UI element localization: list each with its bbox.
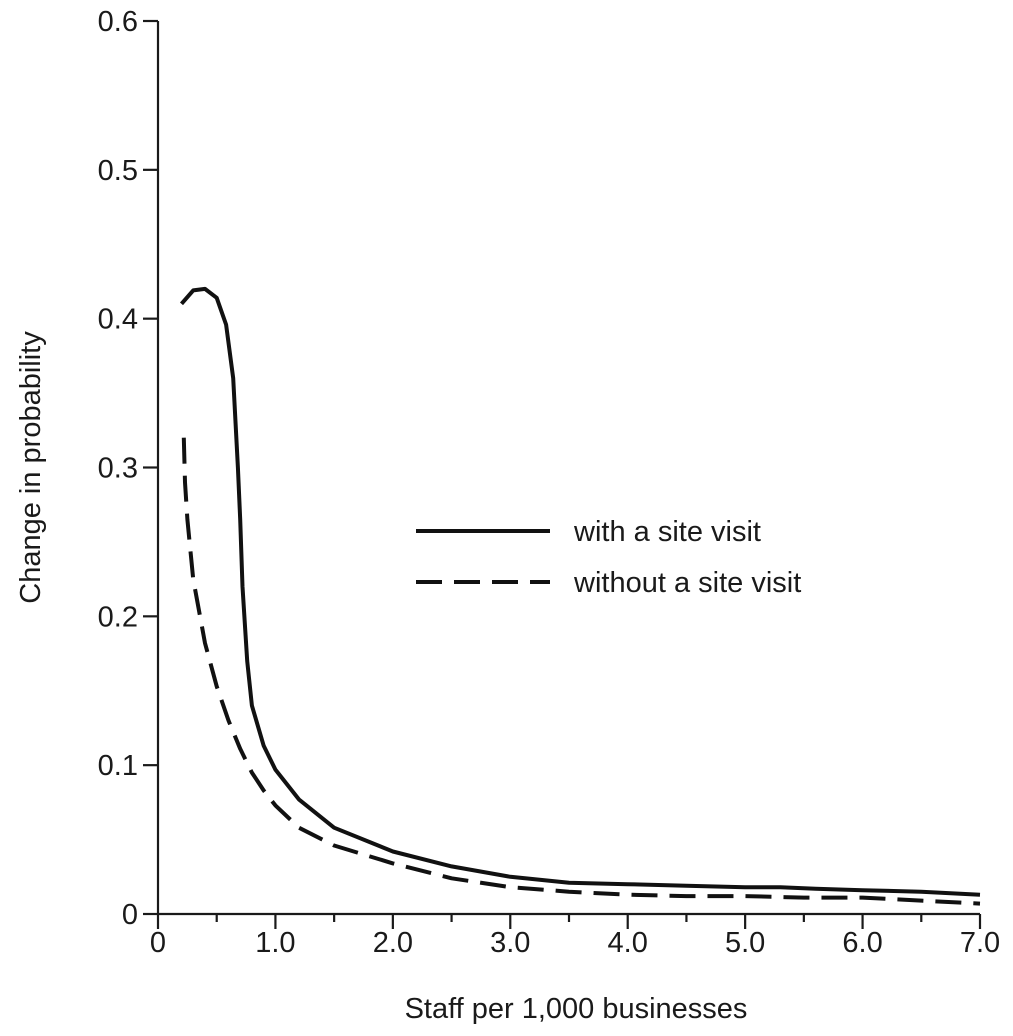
- y-tick-label: 0.2: [98, 601, 138, 633]
- x-tick-label: 4.0: [608, 927, 648, 959]
- series-line-with-site-visit: [179, 286, 981, 897]
- legend: with a site visit without a site visit: [416, 516, 801, 599]
- y-tick-label: 0: [122, 899, 138, 931]
- series-line-without-site-visit: [181, 437, 981, 906]
- legend-label: without a site visit: [573, 567, 801, 599]
- y-tick-label: 0.5: [98, 155, 138, 187]
- x-tick-label: 2.0: [373, 927, 413, 959]
- series-group: [179, 286, 981, 906]
- x-tick-label: 3.0: [490, 927, 530, 959]
- x-tick-label: 5.0: [725, 927, 765, 959]
- y-axis-title: Change in probability: [15, 331, 47, 604]
- y-tick-label: 0.4: [98, 304, 138, 336]
- x-axis-title: Staff per 1,000 businesses: [405, 993, 748, 1025]
- x-tick-label: 7.0: [960, 927, 1000, 959]
- y-tick-label: 0.1: [98, 750, 138, 782]
- x-tick-label: 6.0: [842, 927, 882, 959]
- tick-group: 0 1.0 2.0 3.0 4.0 5.0 6.0 7.0 0 0.1 0.2 0.3 0.4 0.5 0.…: [98, 6, 1000, 959]
- legend-label: with a site visit: [573, 516, 761, 548]
- y-tick-label: 0.6: [98, 6, 138, 38]
- x-tick-label: 0: [150, 927, 166, 959]
- x-tick-label: 1.0: [255, 927, 295, 959]
- y-tick-label: 0.3: [98, 453, 138, 485]
